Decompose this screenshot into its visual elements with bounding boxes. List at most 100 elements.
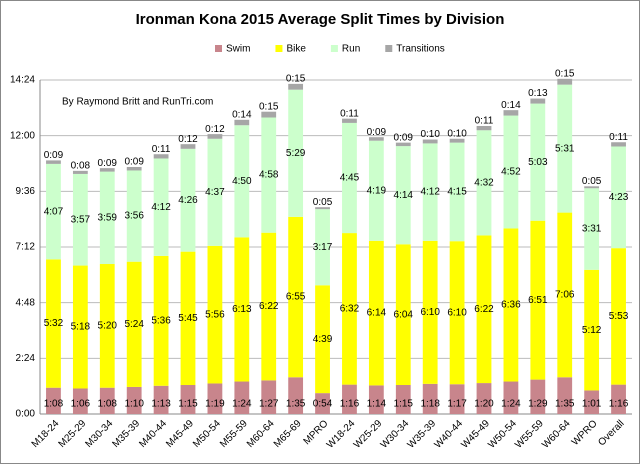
data-label: 1:17 bbox=[447, 399, 467, 410]
bar-segment bbox=[315, 285, 330, 394]
data-label: 5:12 bbox=[582, 325, 602, 336]
bar-segment bbox=[584, 269, 600, 391]
legend-label: Swim bbox=[226, 44, 250, 55]
data-label: 1:06 bbox=[71, 399, 91, 410]
y-tick-label: 9:36 bbox=[16, 186, 36, 197]
data-label: 1:18 bbox=[420, 399, 440, 410]
bar-segment bbox=[449, 142, 465, 242]
data-label: 4:15 bbox=[447, 187, 467, 198]
bar-segment bbox=[395, 385, 411, 414]
bar-segment bbox=[476, 383, 492, 414]
bar-segment bbox=[207, 245, 223, 384]
bar-segment bbox=[422, 383, 438, 414]
data-label: 4:50 bbox=[232, 176, 252, 187]
bar-segment bbox=[530, 379, 546, 414]
bar-segment bbox=[342, 118, 357, 123]
data-label: 1:35 bbox=[286, 399, 306, 410]
data-label: 0:09 bbox=[367, 127, 387, 138]
legend-swatch bbox=[275, 45, 283, 52]
bar-segment bbox=[126, 386, 142, 414]
bar-segment bbox=[395, 142, 411, 147]
data-label: 0:10 bbox=[447, 128, 467, 139]
bar-segment bbox=[557, 84, 573, 213]
data-label: 0:09 bbox=[124, 157, 144, 168]
bar-segment bbox=[99, 171, 115, 265]
data-label: 4:45 bbox=[340, 173, 360, 184]
data-label: 1:27 bbox=[259, 399, 279, 410]
data-label: 6:04 bbox=[394, 309, 414, 320]
bar-segment bbox=[395, 244, 411, 386]
bar-segment bbox=[503, 110, 519, 116]
data-label: 6:51 bbox=[528, 295, 548, 306]
bar-segment bbox=[476, 126, 492, 131]
bar-segment bbox=[449, 138, 465, 143]
bar-segment bbox=[261, 380, 277, 414]
bar-segment bbox=[315, 207, 330, 210]
y-tick-label: 14:24 bbox=[10, 75, 35, 86]
data-label: 1:24 bbox=[232, 399, 252, 410]
bar-segment bbox=[180, 385, 196, 414]
bar-segment bbox=[503, 381, 519, 414]
bar-segment bbox=[422, 143, 438, 241]
chart-title: Ironman Kona 2015 Average Split Times by… bbox=[136, 11, 505, 28]
data-label: 6:13 bbox=[232, 304, 252, 315]
data-label: 5:56 bbox=[205, 309, 225, 320]
bar-segment bbox=[584, 186, 600, 189]
data-label: 3:31 bbox=[582, 224, 602, 235]
data-label: 0:14 bbox=[232, 109, 252, 120]
bar-segment bbox=[72, 265, 88, 389]
data-label: 4:32 bbox=[474, 177, 494, 188]
bar-segment bbox=[315, 393, 330, 414]
data-label: 1:16 bbox=[340, 399, 360, 410]
data-label: 6:32 bbox=[340, 303, 360, 314]
y-tick-label: 0:00 bbox=[16, 409, 36, 420]
data-label: 0:11 bbox=[152, 144, 171, 155]
data-label: 0:11 bbox=[609, 132, 628, 143]
data-label: 4:12 bbox=[420, 187, 440, 198]
bar-segment bbox=[153, 158, 169, 256]
bar-segment bbox=[72, 173, 88, 266]
legend-label: Run bbox=[342, 44, 360, 55]
bar-segment bbox=[207, 134, 223, 139]
data-label: 0:10 bbox=[420, 129, 440, 140]
bar-segment bbox=[449, 241, 465, 385]
bar-segment bbox=[342, 122, 357, 234]
bar-segment bbox=[530, 98, 546, 104]
data-label: 4:26 bbox=[178, 195, 198, 206]
y-tick-label: 4:48 bbox=[16, 297, 36, 308]
bar-segment bbox=[503, 115, 519, 229]
data-label: 6:55 bbox=[286, 292, 306, 303]
data-label: 0:09 bbox=[394, 132, 414, 143]
data-label: 0:05 bbox=[313, 197, 333, 208]
data-label: 0:09 bbox=[98, 158, 118, 169]
data-label: 5:03 bbox=[528, 157, 548, 168]
data-label: 4:12 bbox=[151, 202, 171, 213]
bar-segment bbox=[368, 140, 384, 241]
data-label: 0:15 bbox=[259, 101, 279, 112]
legend-label: Transitions bbox=[396, 44, 445, 55]
data-label: 0:12 bbox=[178, 134, 198, 145]
legend-swatch bbox=[385, 45, 393, 52]
y-tick-label: 7:12 bbox=[16, 242, 36, 253]
bar-segment bbox=[126, 166, 142, 171]
bar-segment bbox=[476, 130, 492, 236]
bar-segment bbox=[261, 111, 277, 118]
bar-segment bbox=[611, 248, 626, 385]
legend-swatch bbox=[215, 45, 222, 52]
data-label: 5:53 bbox=[609, 311, 629, 322]
bar-segment bbox=[126, 170, 142, 262]
data-label: 6:22 bbox=[259, 301, 279, 312]
bar-segment bbox=[530, 220, 546, 380]
data-label: 1:08 bbox=[44, 399, 64, 410]
bar-segment bbox=[153, 255, 169, 386]
data-label: 0:15 bbox=[555, 68, 575, 79]
y-tick-label: 2:24 bbox=[16, 353, 36, 364]
data-label: 4:39 bbox=[313, 334, 333, 345]
data-label: 4:14 bbox=[394, 190, 414, 201]
bar-segment bbox=[46, 163, 61, 260]
bar-segment bbox=[422, 139, 438, 144]
data-label: 5:45 bbox=[178, 313, 198, 324]
bar-segment bbox=[99, 387, 115, 414]
bar-segment bbox=[180, 148, 196, 252]
data-label: 0:09 bbox=[44, 150, 64, 161]
